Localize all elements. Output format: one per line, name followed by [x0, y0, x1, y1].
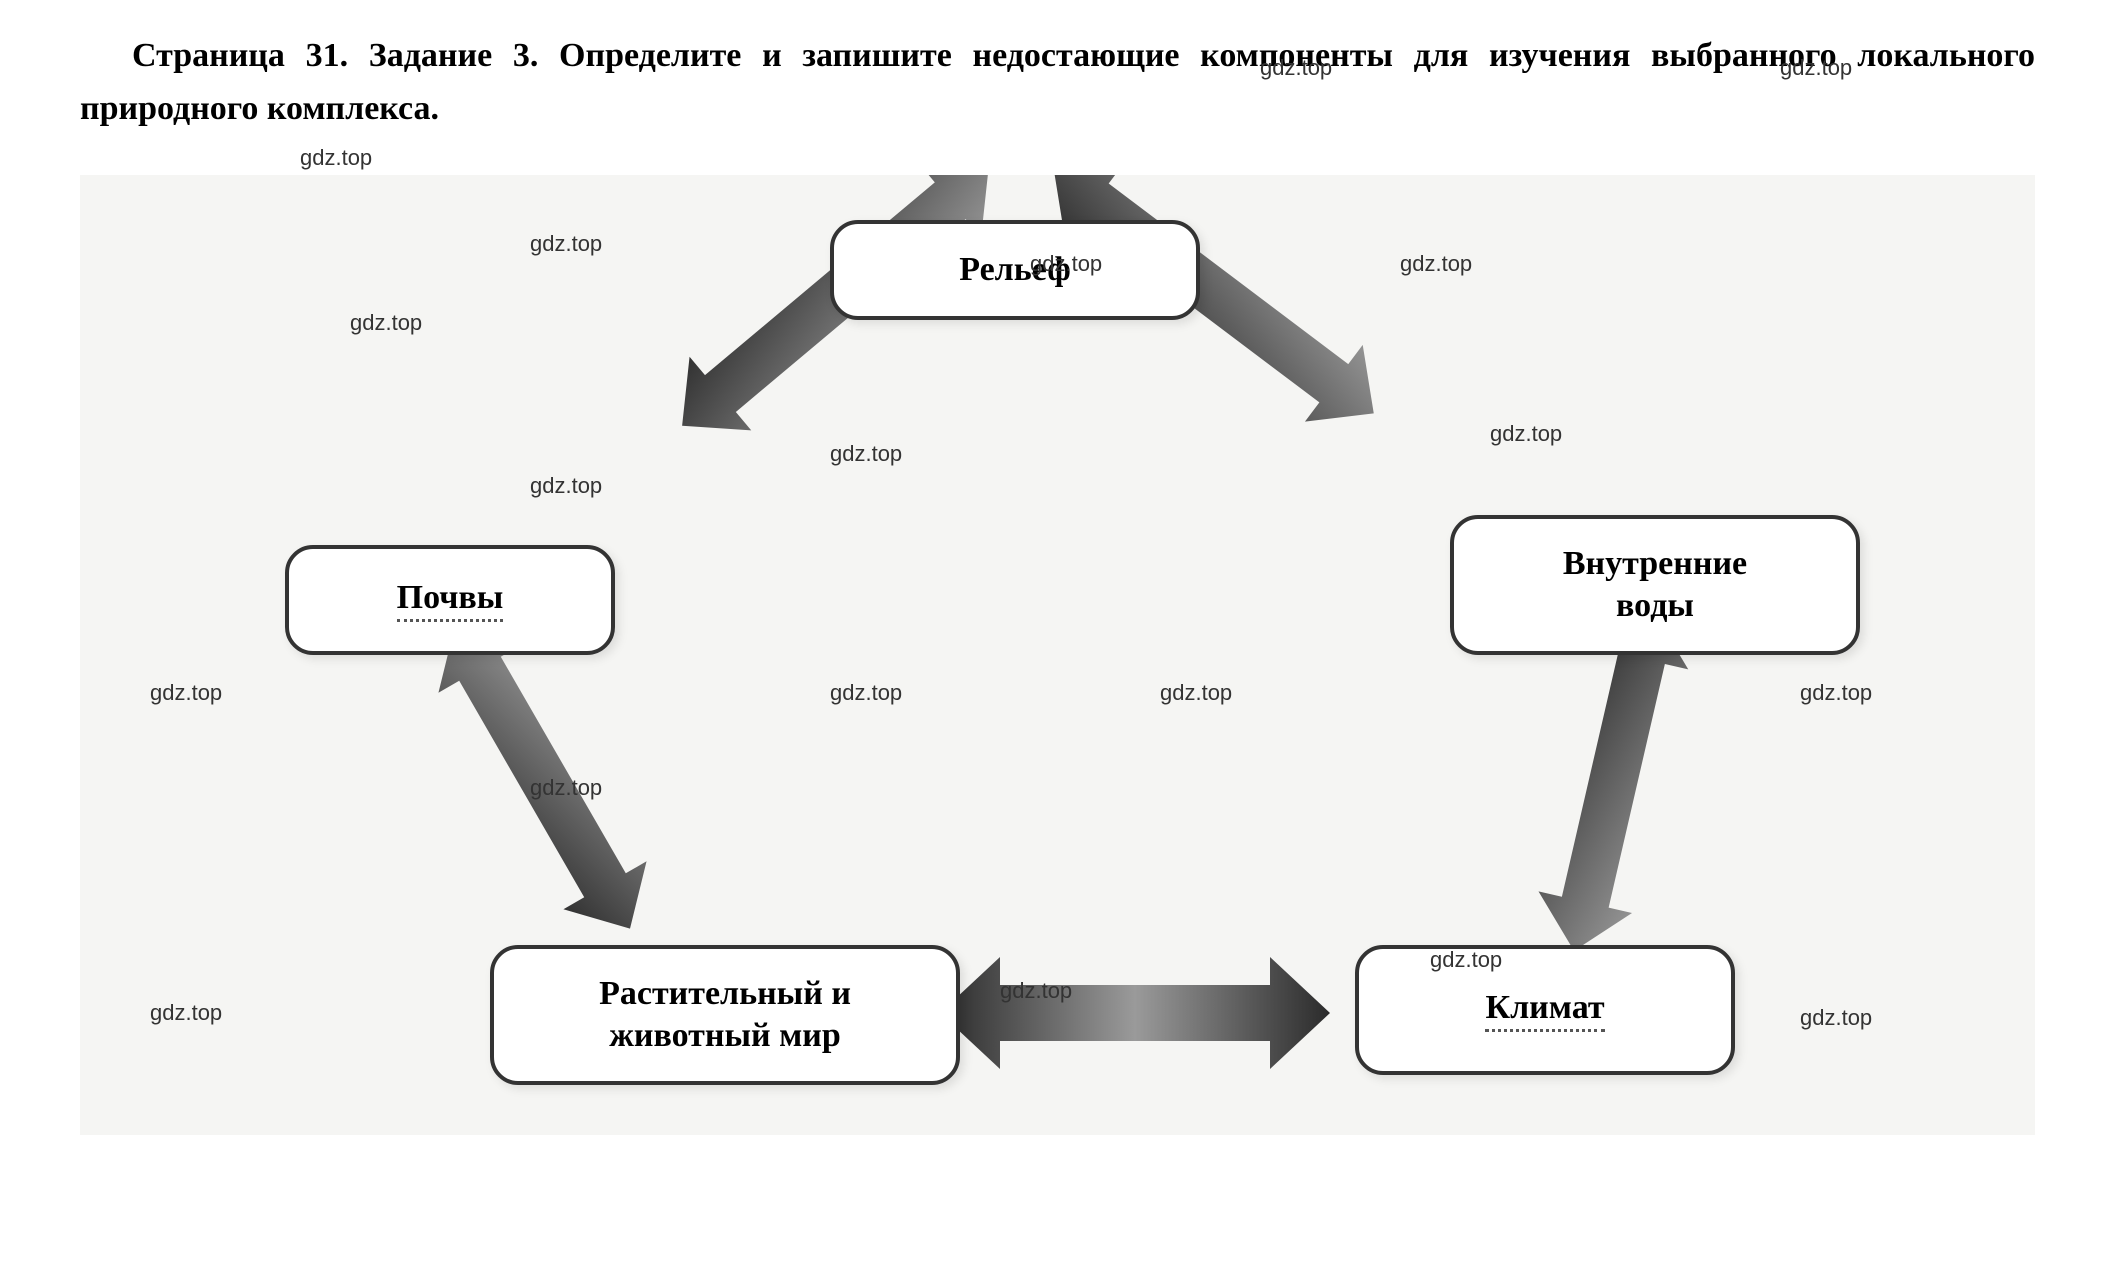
node-inland-waters-line1: Внутренние: [1563, 543, 1747, 586]
watermark: gdz.top: [530, 231, 602, 257]
watermark: gdz.top: [1400, 251, 1472, 277]
watermark: gdz.top: [1800, 1005, 1872, 1031]
node-soils-label: Почвы: [397, 579, 504, 622]
watermark: gdz.top: [830, 680, 902, 706]
watermark: gdz.top: [150, 1000, 222, 1026]
watermark: gdz.top: [1780, 55, 1852, 81]
node-climate: Климат: [1355, 945, 1735, 1075]
watermark: gdz.top: [1490, 421, 1562, 447]
watermark: gdz.top: [1800, 680, 1872, 706]
watermark: gdz.top: [300, 145, 372, 171]
node-soils: Почвы: [285, 545, 615, 655]
node-climate-label: Климат: [1485, 989, 1604, 1032]
watermark: gdz.top: [150, 680, 222, 706]
node-relief: Рельеф: [830, 220, 1200, 320]
watermark: gdz.top: [1160, 680, 1232, 706]
watermark: gdz.top: [1430, 947, 1502, 973]
node-flora-fauna-line2: животный мир: [599, 1015, 851, 1058]
node-flora-fauna: Растительный и животный мир: [490, 945, 960, 1085]
watermark: gdz.top: [1030, 251, 1102, 277]
watermark: gdz.top: [1000, 978, 1072, 1004]
node-inland-waters: Внутренние воды: [1450, 515, 1860, 655]
watermark: gdz.top: [350, 310, 422, 336]
node-flora-fauna-line1: Растительный и: [599, 973, 851, 1016]
watermark: gdz.top: [530, 775, 602, 801]
watermark: gdz.top: [1260, 55, 1332, 81]
watermark: gdz.top: [830, 441, 902, 467]
watermark: gdz.top: [530, 473, 602, 499]
task-header: Страница 31. Задание 3. Определите и зап…: [80, 30, 2035, 135]
task-text: Страница 31. Задание 3. Определите и зап…: [80, 37, 2035, 127]
node-inland-waters-line2: воды: [1563, 585, 1747, 628]
